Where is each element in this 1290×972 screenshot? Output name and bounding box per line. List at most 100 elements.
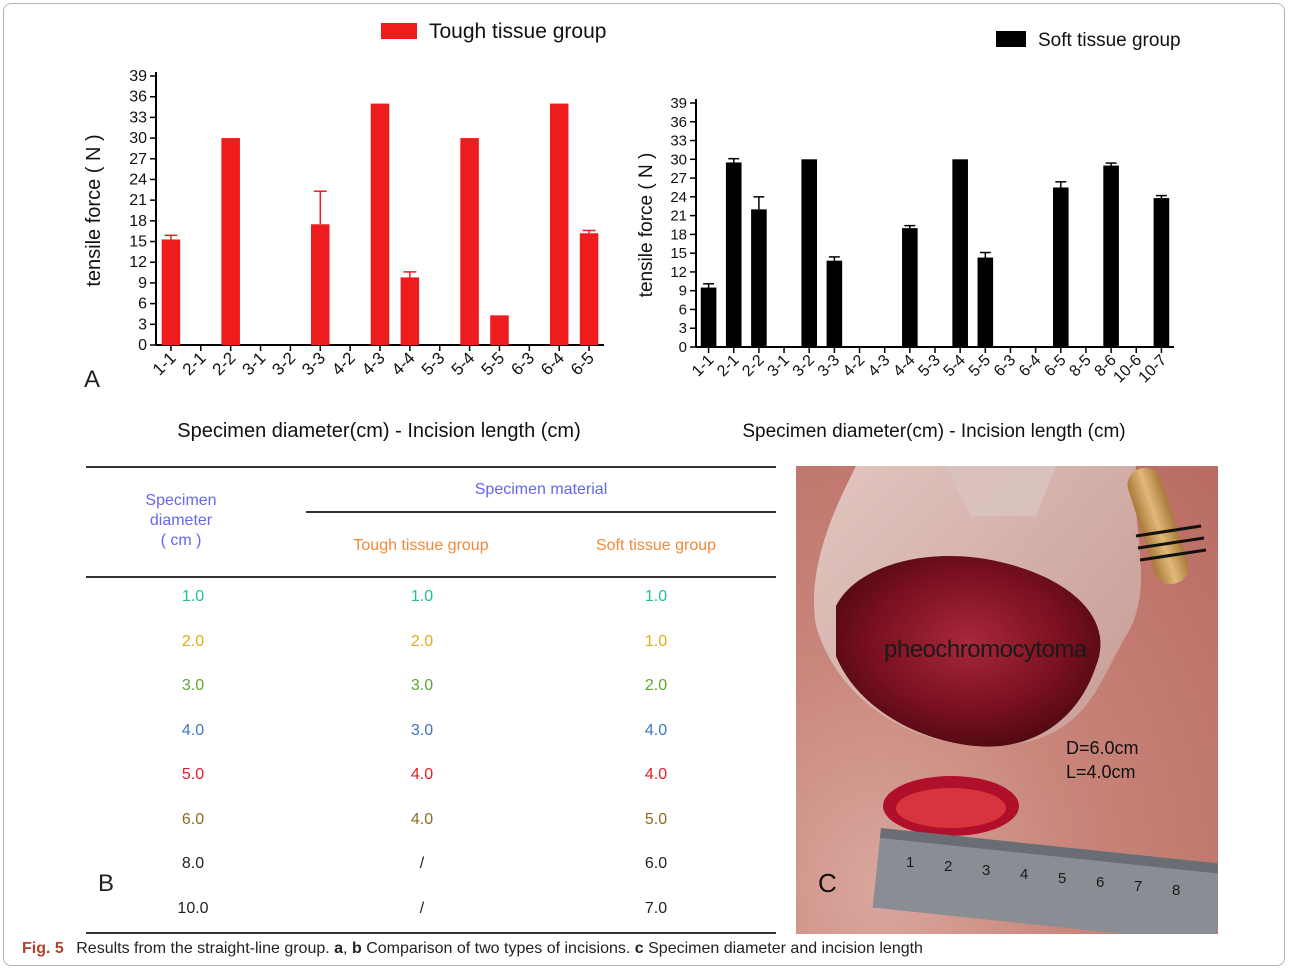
y-tick-label: 27 [129, 151, 147, 168]
y-tick-label: 9 [679, 283, 687, 300]
y-tick-label: 3 [138, 316, 147, 333]
x-tick-label: 4-3 [358, 348, 389, 379]
y-tick-label: 6 [679, 301, 687, 318]
bar-4-4 [400, 277, 420, 345]
x-tick-label: 4-3 [865, 352, 893, 380]
length-label: L=4.0cm [1066, 762, 1136, 782]
ruler-digit: 5 [1058, 870, 1067, 887]
suture [1135, 524, 1207, 562]
y-tick-label: 12 [670, 264, 687, 281]
cell-soft: 7.0 [644, 899, 668, 917]
cell-soft: 6.0 [644, 855, 668, 872]
x-tick-label: 2-2 [739, 352, 767, 380]
chart-soft-tissue: Soft tissue group03691215182124273033363… [636, 30, 1181, 442]
y-tick-label: 39 [129, 68, 147, 85]
y-tick-label: 3 [679, 320, 687, 337]
y-tick-label: 21 [670, 208, 687, 225]
x-tick-label: 4-4 [890, 352, 918, 380]
x-axis-label: Specimen diameter(cm) - Incision length … [742, 421, 1125, 442]
cell-d: 6.0 [181, 810, 205, 828]
y-axis-label: tensile force ( N ) [83, 134, 105, 286]
table-sub-rule [306, 511, 776, 513]
ruler-digit: 1 [906, 854, 915, 871]
legend-label: Soft tissue group [1038, 30, 1181, 51]
y-tick-label: 18 [670, 226, 687, 243]
x-tick-label: 2-2 [209, 348, 240, 379]
cell-tough: / [419, 855, 425, 872]
cell-tough: 2.0 [410, 632, 434, 650]
cell-d: 5.0 [181, 766, 205, 783]
table-top-rule [86, 466, 776, 468]
cell-soft: 5.0 [644, 810, 668, 828]
cell-d: 3.0 [181, 677, 205, 694]
bar-3-3 [311, 224, 330, 345]
cell-tough: 4.0 [410, 766, 434, 783]
legend-swatch [996, 31, 1026, 47]
x-tick-label: 6-5 [567, 348, 598, 379]
bar-4-3 [370, 103, 390, 345]
y-tick-label: 27 [670, 170, 687, 187]
panel-letter-a: A [84, 366, 101, 393]
y-tick-label: 39 [670, 95, 687, 112]
table-bottom-rule [86, 932, 776, 934]
y-tick-label: 15 [670, 245, 687, 262]
x-tick-label: 6-4 [1016, 352, 1044, 380]
cell-soft: 1.0 [644, 632, 668, 650]
y-tick-label: 33 [670, 133, 687, 150]
cell-soft: 1.0 [644, 588, 668, 605]
header-tough: Tough tissue group [353, 537, 489, 554]
diameter-table: Specimen diameter ( cm ) Specimen materi… [86, 466, 776, 936]
x-axis-label: Specimen diameter(cm) - Incision length … [177, 420, 580, 442]
y-tick-label: 18 [129, 213, 147, 230]
y-axis-label: tensile force ( N ) [636, 153, 657, 298]
x-tick-label: 3-2 [790, 352, 818, 380]
ruler-digit: 2 [944, 858, 953, 875]
x-tick-label: 3-2 [268, 348, 299, 379]
caption-sep1: , [343, 940, 348, 957]
y-tick-label: 6 [138, 296, 147, 313]
cell-d: 4.0 [181, 721, 205, 739]
bar-1-1 [161, 239, 181, 345]
x-tick-label: 4-2 [328, 348, 359, 379]
cell-tough: 1.0 [410, 588, 434, 605]
cell-tough: / [419, 899, 425, 917]
incision-inner [896, 788, 1006, 828]
bar-2-1 [725, 162, 742, 347]
caption-part3: Specimen diameter and incision length [648, 940, 923, 957]
cell-tough: 3.0 [410, 677, 434, 694]
y-tick-label: 36 [670, 114, 687, 131]
bar-8-6 [1103, 165, 1119, 347]
bar-2-2 [751, 209, 767, 347]
diameter-label: D=6.0cm [1066, 738, 1139, 758]
surgical-photo: pheochromocytoma D=6.0cm L=4.0cm 1 2 3 4 5 6 7… [796, 466, 1218, 934]
legend-swatch [381, 23, 417, 39]
x-tick-label: 5-3 [915, 352, 943, 380]
figure-caption: Fig. 5 Results from the straight-line gr… [22, 940, 923, 958]
bar-3-2 [801, 159, 818, 347]
bar-3-3 [826, 260, 843, 347]
x-tick-label: 4-2 [840, 352, 868, 380]
y-tick-label: 36 [129, 89, 147, 106]
header-diameter-line2: diameter [149, 512, 213, 529]
x-tick-label: 3-1 [765, 352, 793, 380]
ruler-digit: 3 [982, 862, 991, 879]
x-tick-label: 5-4 [448, 348, 479, 379]
ruler-digit: 7 [1134, 878, 1143, 895]
bar-1-1 [700, 287, 717, 347]
bag-neck [946, 466, 1056, 516]
x-tick-label: 8-5 [1066, 352, 1094, 380]
x-tick-label: 5-5 [966, 352, 994, 380]
y-tick-label: 24 [670, 189, 687, 206]
caption-c: c [634, 940, 644, 957]
cell-d: 8.0 [181, 855, 205, 872]
y-tick-label: 9 [138, 275, 147, 292]
bar-5-5 [977, 257, 994, 347]
y-tick-label: 30 [129, 130, 147, 147]
photo-drawing [814, 466, 1218, 934]
cell-d: 1.0 [181, 588, 205, 605]
x-tick-label: 2-1 [714, 352, 742, 380]
table-header-rule [86, 576, 776, 578]
header-material: Specimen material [474, 481, 608, 498]
tumor [836, 556, 1101, 747]
y-tick-label: 30 [670, 151, 687, 168]
